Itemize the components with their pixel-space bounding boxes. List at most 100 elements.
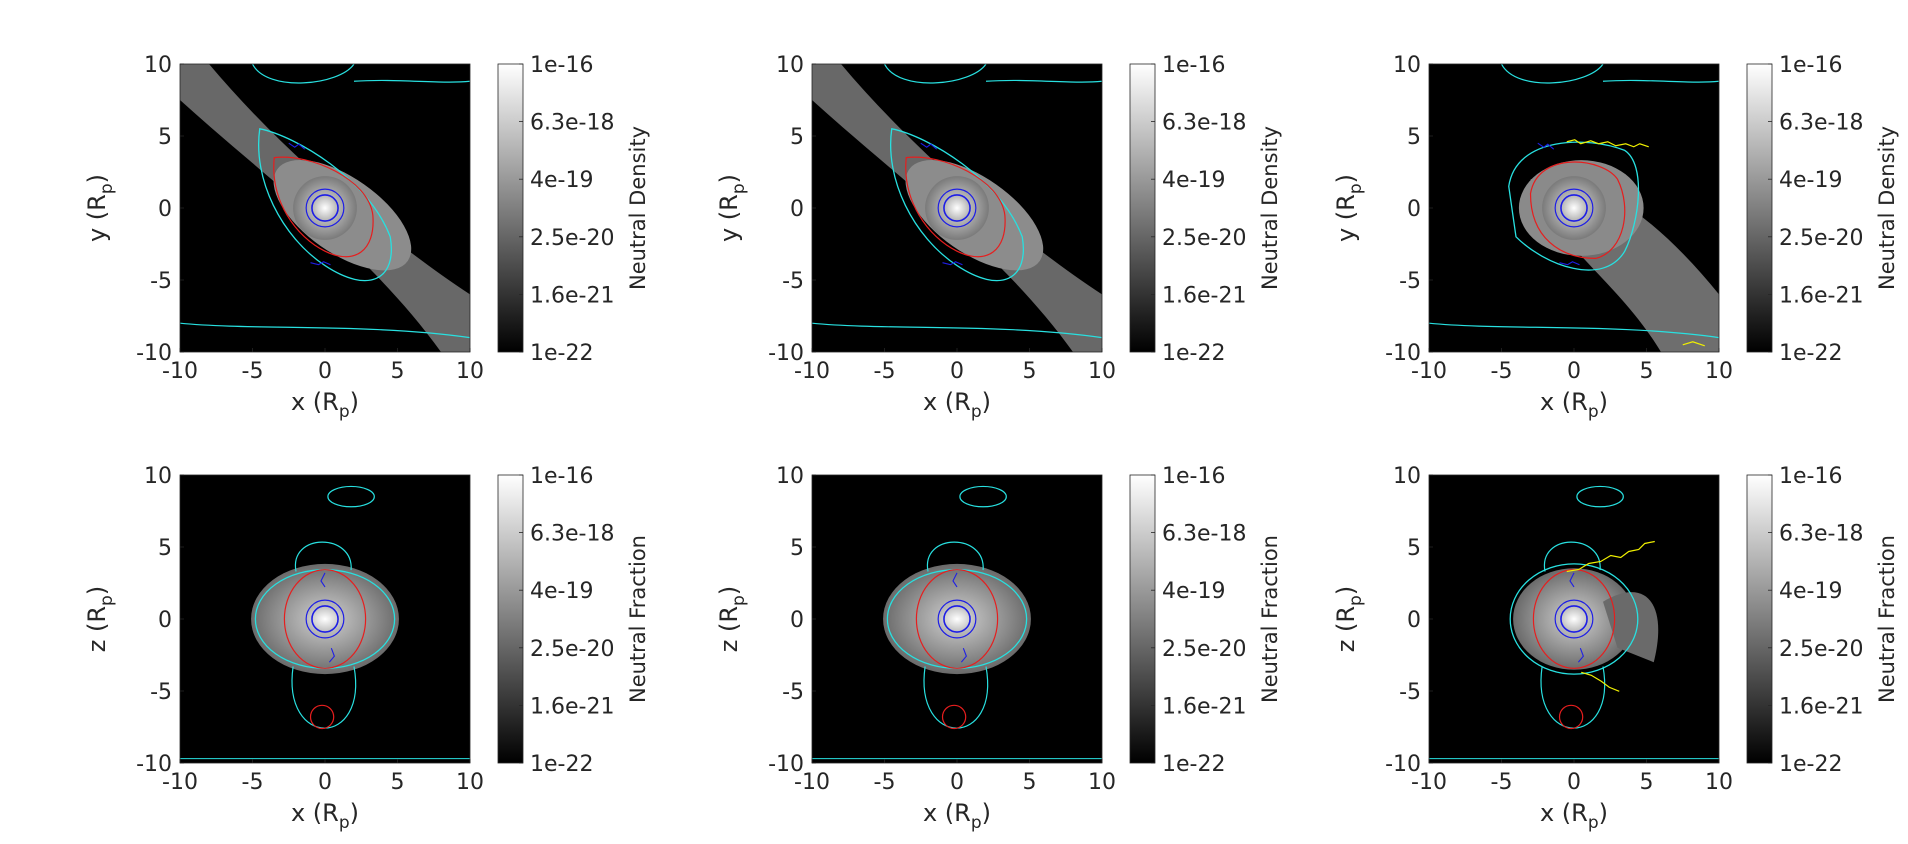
- blue-ring-outer: [305, 188, 345, 228]
- colorbar-tick-label: 6.3e-18: [1162, 522, 1246, 547]
- cyan-top-blob: [959, 485, 1007, 508]
- y-tick-label: -10: [1385, 341, 1421, 366]
- colorbar: [1129, 474, 1156, 764]
- y-tick-label: -10: [136, 752, 172, 777]
- y-tick-label: 10: [1393, 464, 1421, 489]
- density-image: [1429, 485, 1719, 760]
- y-tick-label: 5: [1407, 536, 1421, 561]
- blue-filaments: [952, 572, 967, 663]
- cyan-contour: [890, 128, 1024, 282]
- red-lower-blob: [309, 704, 335, 730]
- density-image: [812, 485, 1102, 760]
- blue-ring-inner: [1560, 605, 1588, 633]
- colorbar: [497, 63, 524, 353]
- x-tick-label: 5: [391, 359, 405, 384]
- x-tick-label: -5: [242, 770, 264, 795]
- colorbar-tick-label: 1e-16: [530, 53, 593, 78]
- colorbar: [1746, 63, 1773, 353]
- cyan-upper-lobe: [927, 541, 984, 572]
- core-glow: [1542, 176, 1606, 240]
- x-tick-label: -10: [794, 359, 830, 384]
- colorbar-tick-label: 1e-22: [530, 752, 593, 777]
- density-image: [180, 485, 470, 760]
- cyan-outer-bottom: [1429, 322, 1719, 339]
- x-tick-label: -5: [1491, 359, 1513, 384]
- cyan-outer-top: [883, 64, 1102, 84]
- blue-filaments: [1569, 572, 1584, 663]
- cyan-outer-top: [1500, 64, 1719, 84]
- y-tick-label: 5: [1407, 125, 1421, 150]
- blue-ring-inner: [1560, 194, 1588, 222]
- y-tick-label: -5: [1399, 680, 1421, 705]
- blue-ring-inner: [311, 194, 339, 222]
- y-tick-label: -5: [150, 680, 172, 705]
- colorbar: [1746, 474, 1773, 764]
- y-tick-label: 10: [144, 53, 172, 78]
- y-axis-label: z (Rp): [715, 586, 749, 652]
- blue-filaments: [320, 572, 335, 663]
- cyan-upper-lobe: [295, 541, 352, 572]
- y-tick-label: 10: [776, 464, 804, 489]
- x-tick-label: -5: [874, 770, 896, 795]
- x-tick-label: -10: [1411, 770, 1447, 795]
- cyan-outer-bottom: [812, 322, 1102, 339]
- y-tick-label: -10: [136, 341, 172, 366]
- colorbar: [1129, 63, 1156, 353]
- colorbar-tick-label: 6.3e-18: [530, 522, 614, 547]
- x-tick-label: -10: [1411, 359, 1447, 384]
- y-tick-label: -10: [1385, 752, 1421, 777]
- blue-filaments: [288, 142, 331, 266]
- x-tick-label: 5: [1023, 770, 1037, 795]
- colorbar-tick-label: 1e-16: [1162, 53, 1225, 78]
- colorbar-tick-label: 6.3e-18: [530, 111, 614, 136]
- blue-filaments: [1537, 142, 1580, 266]
- cyan-outer-top: [251, 64, 470, 84]
- colorbar: [497, 474, 524, 764]
- colorbar-tick-label: 6.3e-18: [1779, 111, 1863, 136]
- colorbar-tick-label: 4e-19: [530, 168, 593, 193]
- colorbar-tick-label: 2.5e-20: [1162, 637, 1246, 662]
- x-tick-label: 0: [1567, 359, 1581, 384]
- yellow-contour: [1566, 139, 1649, 148]
- colorbar-tick-label: 1.6e-21: [1162, 283, 1246, 308]
- x-tick-label: 0: [950, 359, 964, 384]
- y-axis-label: z (Rp): [83, 586, 117, 652]
- colorbar-tick-label: 2.5e-20: [530, 226, 614, 251]
- colorbar-tick-label: 1.6e-21: [530, 694, 614, 719]
- y-tick-label: -10: [768, 752, 804, 777]
- core-glow: [293, 176, 357, 240]
- colorbar-tick-label: 1e-16: [1779, 53, 1842, 78]
- colorbar-tick-label: 2.5e-20: [530, 637, 614, 662]
- colorbar-tick-label: 1.6e-21: [1162, 694, 1246, 719]
- y-tick-label: 5: [790, 125, 804, 150]
- blue-ring-inner: [943, 194, 971, 222]
- x-tick-label: -5: [1491, 770, 1513, 795]
- x-axis-label: x (Rp): [291, 388, 359, 422]
- x-tick-label: 0: [1567, 770, 1581, 795]
- colorbar-tick-label: 4e-19: [530, 579, 593, 604]
- colorbar-tick-label: 1e-16: [530, 464, 593, 489]
- colorbar-tick-label: 1e-16: [1779, 464, 1842, 489]
- cyan-contour: [1509, 563, 1639, 675]
- y-tick-label: -5: [782, 269, 804, 294]
- y-tick-label: -10: [768, 341, 804, 366]
- x-tick-label: 10: [456, 359, 484, 384]
- x-axis-label: x (Rp): [1540, 388, 1608, 422]
- y-tick-label: -5: [150, 269, 172, 294]
- y-tick-label: 10: [1393, 53, 1421, 78]
- yellow-upper: [1566, 540, 1655, 573]
- central-blob: [1513, 568, 1635, 670]
- y-tick-label: 10: [776, 53, 804, 78]
- red-lower-blob: [1558, 704, 1584, 730]
- colorbar-label: Neutral Fraction: [626, 535, 650, 703]
- colorbar-tick-label: 1e-22: [530, 341, 593, 366]
- y-tick-label: 0: [1407, 197, 1421, 222]
- density-image: [180, 64, 470, 352]
- x-tick-label: 5: [1023, 359, 1037, 384]
- colorbar-tick-label: 2.5e-20: [1779, 226, 1863, 251]
- y-tick-label: 0: [1407, 608, 1421, 633]
- y-tick-label: 0: [790, 197, 804, 222]
- colorbar-tick-label: 4e-19: [1162, 168, 1225, 193]
- colorbar-tick-label: 1e-22: [1162, 752, 1225, 777]
- panel-3: -10 -5 0 5 10 10 5 0 -5 -10 x (Rp) y (Rp) 1e-16 6.3e-…: [1332, 53, 1899, 422]
